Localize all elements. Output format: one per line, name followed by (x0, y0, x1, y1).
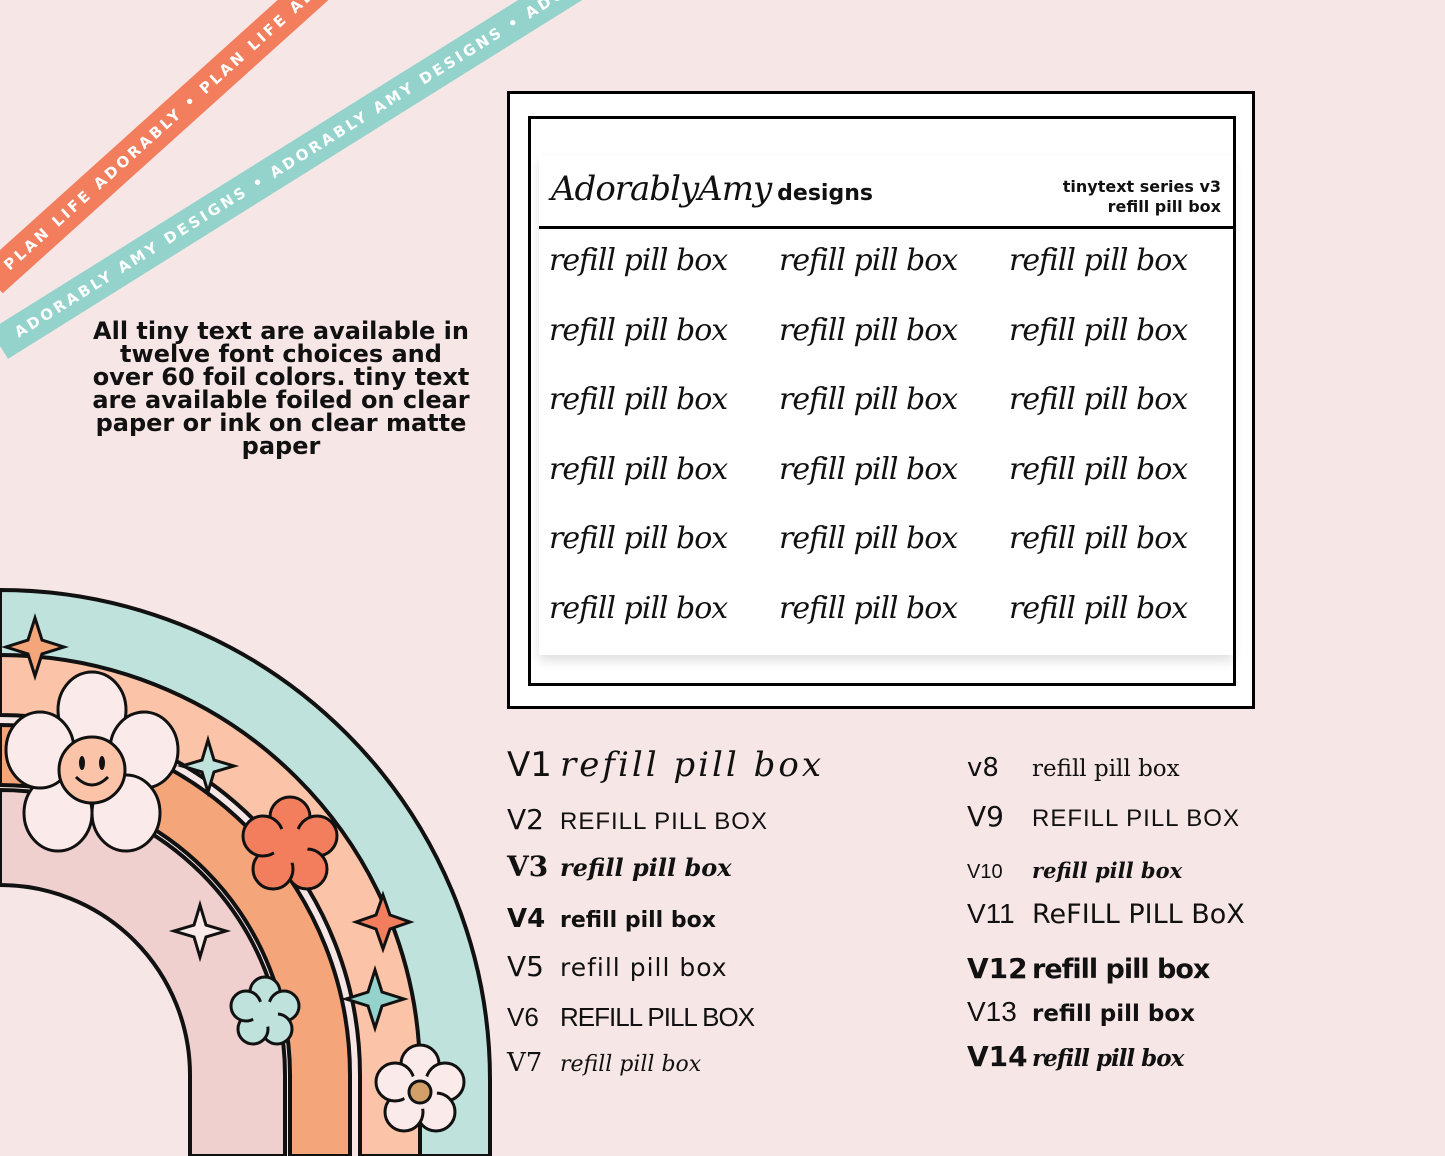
variant-sample-text: refill pill box (560, 853, 732, 882)
variant-label: V7 (507, 1048, 543, 1078)
variant-row: v8 refill pill box (967, 753, 1180, 783)
variant-label: V11 (967, 898, 1015, 929)
variant-sample-text: refill pill box (1032, 1045, 1184, 1072)
brand-name: AdorablyAmy (551, 169, 772, 209)
variant-row: V6 REFILL PILL BOX (507, 1002, 755, 1033)
sticker-sheet: AdorablyAmy designs tinytext series v3 re… (539, 155, 1233, 655)
sticker-text: refill pill box (779, 382, 958, 417)
variant-label: v8 (967, 753, 999, 783)
variant-row: V5 refill pill box (507, 950, 728, 983)
header-divider (539, 226, 1233, 229)
sticker-text: refill pill box (1009, 382, 1188, 417)
teal-flower-icon (229, 975, 301, 1046)
sticker-text: refill pill box (779, 243, 958, 278)
variant-sample-text: REFILL PILL BOX (1032, 805, 1240, 832)
variant-label: V9 (967, 800, 1004, 833)
variant-row: V14 refill pill box (967, 1040, 1184, 1073)
variant-label: V2 (507, 803, 544, 836)
variant-label: V5 (507, 950, 544, 983)
sticker-sheet-border: AdorablyAmy designs tinytext series v3 re… (528, 116, 1236, 686)
series-label: tinytext series v3 refill pill box (1063, 177, 1221, 217)
variant-label: V10 (967, 861, 1003, 883)
variant-sample-text: REFILL PILL BOX (560, 808, 768, 835)
variant-row: V9 REFILL PILL BOX (967, 800, 1240, 833)
sticker-text: refill pill box (779, 451, 958, 487)
variant-sample-text: refill pill box (560, 908, 716, 933)
variant-row: V13 refill pill box (967, 996, 1195, 1028)
variant-sample-text: refill pill box (560, 745, 824, 785)
sticker-text: refill pill box (549, 590, 728, 626)
brand-suffix: designs (777, 181, 873, 206)
variant-row: V4 refill pill box (507, 904, 716, 934)
variant-sample-text: refill pill box (1032, 954, 1210, 985)
variant-row: V11 ReFILL PILL BoX (967, 898, 1245, 930)
variant-row: V2 REFILL PILL BOX (507, 803, 768, 836)
sparkle-icon (168, 899, 232, 963)
variant-label: V4 (507, 904, 546, 934)
variant-sample-text: refill pill box (560, 953, 728, 982)
sticker-text: refill pill box (779, 590, 958, 626)
sticker-text: refill pill box (1009, 243, 1188, 278)
series-subtitle: refill pill box (1107, 197, 1221, 216)
sparkle-icon (1, 613, 69, 681)
variant-row: V1 refill pill box (507, 745, 824, 785)
sticker-text: refill pill box (549, 382, 728, 417)
variant-sample-text: refill pill box (1032, 756, 1180, 782)
variant-row: V7 refill pill box (507, 1048, 701, 1078)
variant-sample-text: refill pill box (1032, 1001, 1195, 1027)
variant-label: V14 (967, 1040, 1028, 1073)
rainbow-illustration (0, 587, 492, 1156)
white-flower-icon (374, 1043, 466, 1133)
variant-label: V3 (507, 850, 549, 883)
variant-row: V10 refill pill box (967, 858, 1182, 884)
variant-label: V12 (967, 952, 1028, 985)
sticker-text: refill pill box (779, 312, 958, 348)
variant-label: V13 (967, 996, 1017, 1027)
sticker-text: refill pill box (1009, 590, 1188, 626)
variant-sample-text: REFILL PILL BOX (560, 1002, 755, 1032)
variant-sample-text: refill pill box (560, 1052, 702, 1077)
sticker-sheet-frame: AdorablyAmy designs tinytext series v3 re… (507, 91, 1255, 709)
series-title: tinytext series v3 (1062, 177, 1221, 196)
sticker-text: refill pill box (549, 521, 728, 556)
sticker-grid: refill pill box refill pill box refill pil… (549, 243, 1229, 660)
variant-label: V1 (507, 745, 552, 785)
sticker-text: refill pill box (1009, 451, 1188, 487)
sticker-text: refill pill box (779, 521, 958, 556)
sticker-text: refill pill box (549, 243, 728, 278)
variant-sample-text: ReFILL PILL BoX (1032, 899, 1245, 930)
sparkle-icon (176, 734, 240, 798)
sticker-text: refill pill box (549, 312, 728, 348)
smiley-flower-icon (4, 670, 180, 853)
sticker-text: refill pill box (549, 451, 728, 487)
variant-row: V3 refill pill box (507, 850, 732, 883)
variant-label: V6 (507, 1002, 539, 1032)
sparkle-icon (351, 890, 415, 954)
brand-logo: AdorablyAmy designs (551, 169, 873, 209)
info-text: All tiny text are available in twelve fo… (92, 317, 470, 460)
orange-flower-icon (241, 795, 339, 891)
sparkle-icon (341, 965, 409, 1033)
variant-row: V12 refill pill box (967, 952, 1210, 985)
sticker-text: refill pill box (1009, 521, 1188, 556)
variant-sample-text: refill pill box (1032, 858, 1183, 883)
sticker-text: refill pill box (1009, 312, 1188, 348)
ribbon-plan-life-adorably: PLAN LIFE ADORABLY • PLAN LIFE ADORABLY … (0, 0, 593, 294)
